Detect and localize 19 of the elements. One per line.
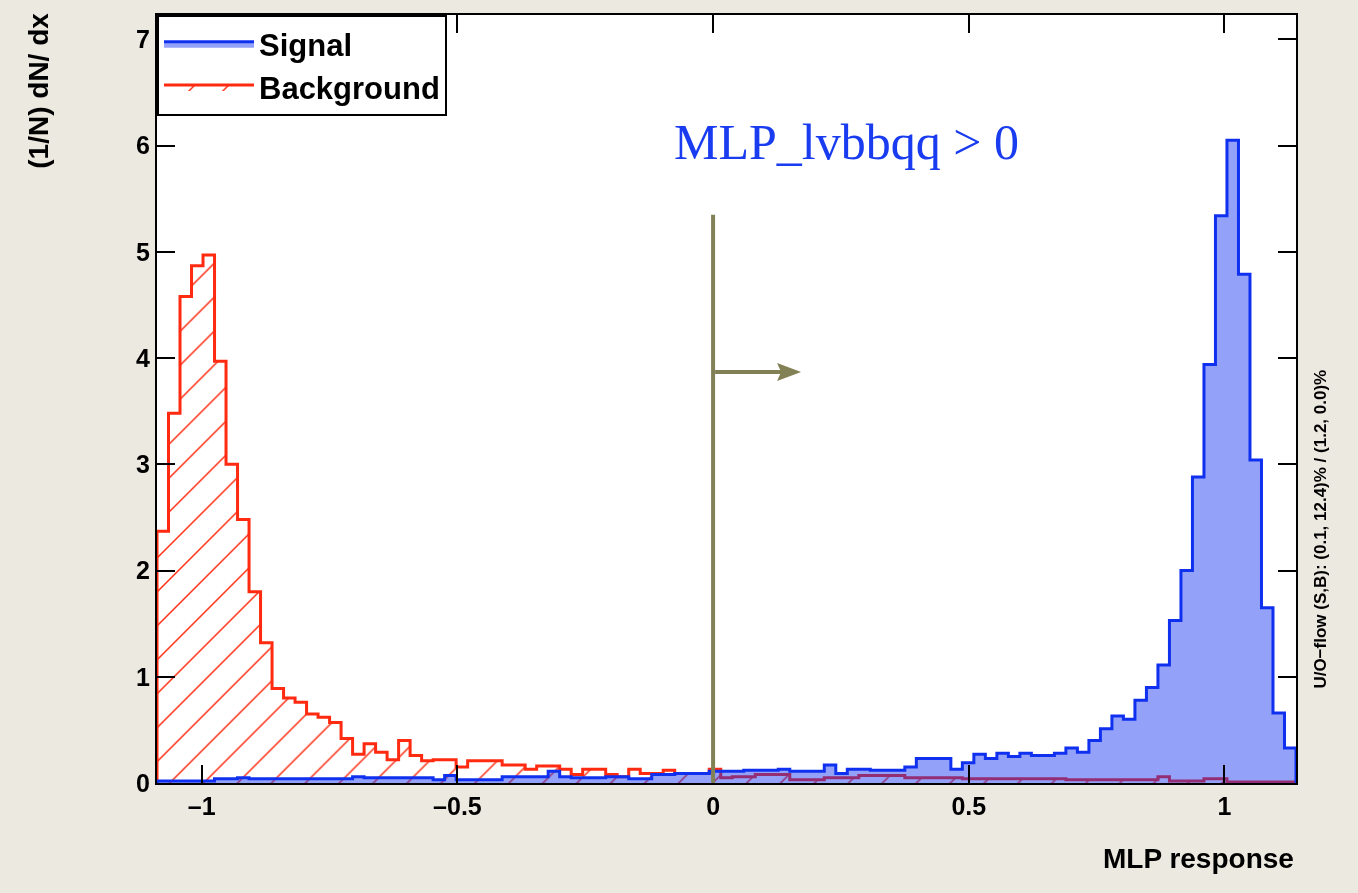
text: U/O−flow (S,B): (0.1, 12.4)% / (1.2, 0.0)% <box>1311 369 1331 689</box>
x-tick-label: 1 <box>1217 792 1232 820</box>
y-tick-label: 7 <box>136 25 150 54</box>
x-axis-title: MLP response <box>1103 843 1294 874</box>
y-tick-label: 0 <box>136 768 150 797</box>
x-tick-label: 0.5 <box>951 792 987 820</box>
y-tick-label: 4 <box>136 343 151 372</box>
y-axis-title: (1/N) dN/ dx <box>23 12 55 169</box>
y-tick-label: 2 <box>136 556 150 585</box>
x-tick-label: –0.5 <box>433 792 482 820</box>
annotation: MLP_lvbbqq > 0 <box>674 114 1019 170</box>
y-tick-label: 3 <box>136 450 150 479</box>
x-tick-label: 0 <box>706 792 721 820</box>
legend-label: Background <box>259 71 440 107</box>
x-tick-label: –1 <box>187 792 216 820</box>
y-tick-label: 5 <box>136 237 151 266</box>
legend-label: Signal <box>259 27 353 63</box>
y-tick-label: 6 <box>136 131 150 160</box>
y-tick-label: 1 <box>136 662 151 691</box>
